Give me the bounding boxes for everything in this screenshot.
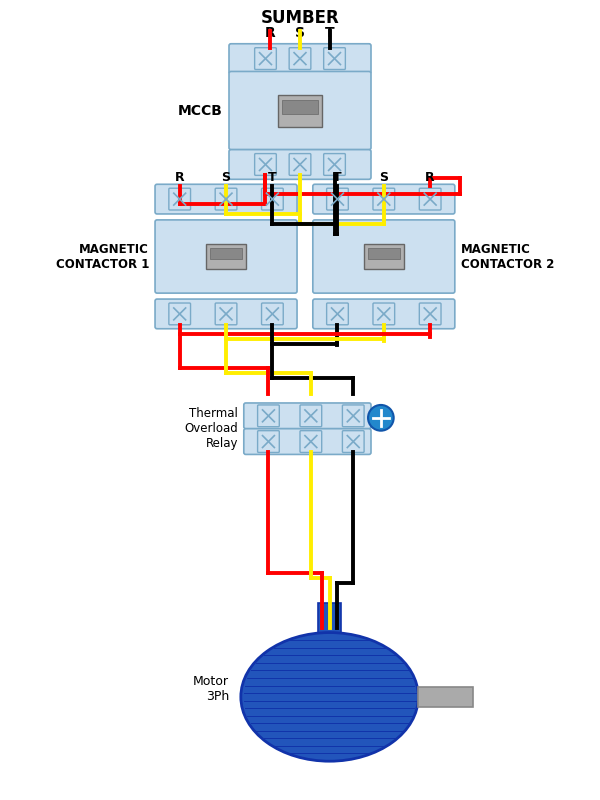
FancyBboxPatch shape [215,188,237,210]
FancyBboxPatch shape [313,184,455,214]
FancyBboxPatch shape [313,299,455,329]
Bar [418,687,473,706]
FancyBboxPatch shape [419,303,441,325]
FancyBboxPatch shape [300,405,322,426]
FancyBboxPatch shape [419,188,441,210]
Text: R: R [175,171,185,184]
FancyBboxPatch shape [244,403,371,429]
Text: R: R [425,171,435,184]
FancyBboxPatch shape [229,71,371,150]
Bar [282,100,318,114]
Circle shape [368,405,394,430]
FancyBboxPatch shape [262,188,283,210]
FancyBboxPatch shape [323,154,346,175]
FancyBboxPatch shape [373,303,395,325]
Text: Thermal
Overload
Relay: Thermal Overload Relay [184,407,238,450]
Text: SUMBER: SUMBER [260,9,340,27]
FancyBboxPatch shape [215,303,237,325]
FancyBboxPatch shape [169,303,191,325]
Bar [210,247,242,259]
Text: R: R [265,26,276,40]
FancyBboxPatch shape [289,48,311,70]
Text: T: T [325,26,334,40]
FancyBboxPatch shape [326,303,349,325]
FancyBboxPatch shape [257,430,279,453]
FancyBboxPatch shape [323,48,346,70]
FancyBboxPatch shape [289,154,311,175]
FancyBboxPatch shape [229,44,371,74]
Text: S: S [221,171,230,184]
FancyBboxPatch shape [343,430,364,453]
FancyBboxPatch shape [257,405,279,426]
FancyBboxPatch shape [254,154,277,175]
Bar [206,244,246,270]
Text: MAGNETIC
CONTACTOR 1: MAGNETIC CONTACTOR 1 [56,242,149,270]
Text: S: S [379,171,388,184]
Bar [364,244,404,270]
Text: T: T [268,171,277,184]
FancyBboxPatch shape [313,220,455,293]
FancyBboxPatch shape [229,150,371,179]
Text: MAGNETIC
CONTACTOR 2: MAGNETIC CONTACTOR 2 [461,242,554,270]
Bar [318,603,341,633]
Ellipse shape [241,633,418,761]
FancyBboxPatch shape [155,220,297,293]
Text: Motor
3Ph: Motor 3Ph [193,675,229,703]
Text: MCCB: MCCB [178,103,223,118]
Bar [368,247,400,259]
FancyBboxPatch shape [155,299,297,329]
FancyBboxPatch shape [373,188,395,210]
FancyBboxPatch shape [155,184,297,214]
FancyBboxPatch shape [244,429,371,454]
FancyBboxPatch shape [262,303,283,325]
Text: T: T [333,171,342,184]
FancyBboxPatch shape [326,188,349,210]
Text: S: S [295,26,305,40]
FancyBboxPatch shape [169,188,191,210]
FancyBboxPatch shape [254,48,277,70]
Bar [278,95,322,127]
FancyBboxPatch shape [343,405,364,426]
FancyBboxPatch shape [300,430,322,453]
